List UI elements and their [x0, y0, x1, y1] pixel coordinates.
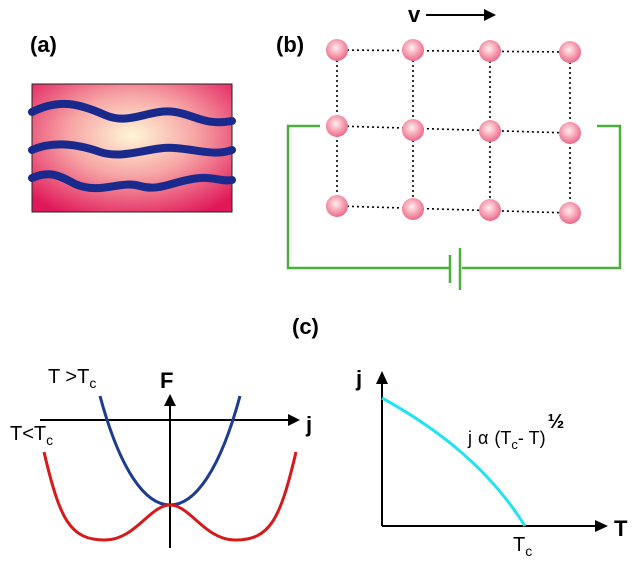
- free-energy-plot: F j T >Tc T<Tc: [10, 366, 312, 548]
- fe-x-axis-label: j: [305, 412, 312, 437]
- fe-label-above-tc: T >Tc: [48, 366, 96, 391]
- jt-tc-sub: c: [525, 543, 532, 559]
- jt-tc-tick-label: Tc: [513, 534, 532, 559]
- vortex-lattice-grid: [337, 50, 570, 213]
- fe-y-axis-arrow: [164, 394, 176, 406]
- jt-formula: j α (Tc- T)½: [467, 411, 564, 452]
- jt-formula-rest: - T): [518, 428, 546, 448]
- fe-label-above-sub: c: [89, 375, 96, 391]
- jt-critical-current-curve: [382, 398, 525, 526]
- circuit-wire-left: [288, 126, 450, 268]
- panel-a-superconductor: [32, 84, 232, 212]
- vortex-node: [402, 198, 424, 220]
- velocity-indicator: v: [408, 2, 496, 27]
- vortex-node: [326, 115, 348, 137]
- fe-label-below-main: T<T: [10, 423, 46, 445]
- vortex-node: [402, 119, 424, 141]
- panel-c-label: (c): [292, 314, 319, 339]
- vortex-node: [559, 41, 581, 63]
- jt-y-axis-label: j: [355, 366, 362, 391]
- panel-a-label: (a): [30, 32, 57, 57]
- jt-x-axis-arrow: [595, 520, 608, 532]
- vortex-node: [402, 39, 424, 61]
- jt-formula-exponent: ½: [548, 411, 565, 433]
- circuit-wire-right: [462, 126, 620, 268]
- fe-label-below-sub: c: [46, 432, 53, 448]
- velocity-arrow-head: [484, 9, 496, 21]
- vortex-node: [479, 199, 501, 221]
- jt-formula-open: (T: [494, 428, 511, 448]
- vortex-node: [479, 120, 501, 142]
- jt-formula-alpha: α: [478, 428, 488, 448]
- fe-x-axis-arrow: [288, 414, 300, 426]
- vortex-node: [479, 40, 501, 62]
- jt-y-axis-arrow: [376, 371, 388, 384]
- jt-tc-main: T: [513, 534, 525, 556]
- vortex-node: [559, 202, 581, 224]
- vortex-node: [326, 39, 348, 61]
- current-temperature-plot: j T Tc j α (Tc- T)½: [355, 366, 628, 559]
- fe-label-below-tc: T<Tc: [10, 423, 53, 448]
- fe-y-axis-label: F: [160, 368, 173, 393]
- jt-x-axis-label: T: [614, 516, 628, 541]
- velocity-label: v: [408, 2, 421, 27]
- fe-label-above-main: T >T: [48, 366, 89, 388]
- vortex-node: [559, 122, 581, 144]
- jt-formula-prefix: j: [467, 428, 472, 448]
- vortex-node: [326, 195, 348, 217]
- panel-b-label: (b): [276, 32, 304, 57]
